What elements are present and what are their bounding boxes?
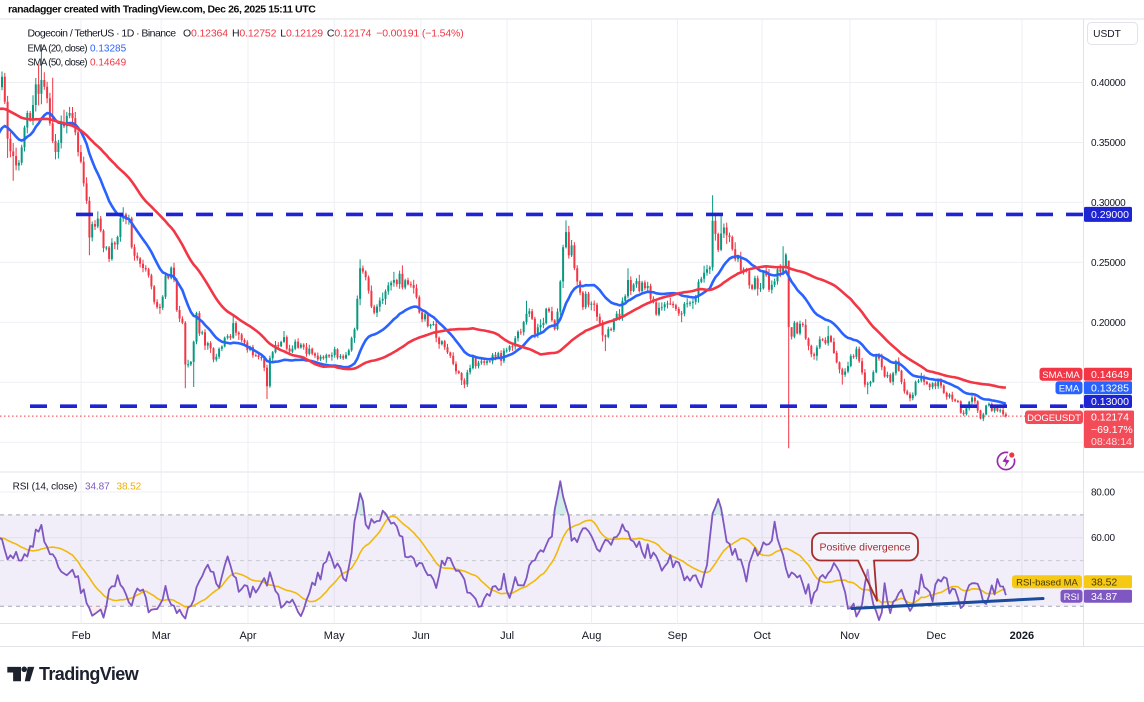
svg-text:38.52: 38.52 (1091, 576, 1117, 588)
svg-text:RSI: RSI (1064, 592, 1080, 603)
svg-text:Positive divergence: Positive divergence (819, 542, 910, 554)
svg-text:TradingView: TradingView (39, 664, 140, 684)
svg-text:−69.17%: −69.17% (1091, 424, 1133, 436)
svg-text:Jun: Jun (412, 630, 430, 642)
svg-text:80.00: 80.00 (1091, 488, 1115, 499)
svg-text:0.29000: 0.29000 (1091, 209, 1129, 221)
svg-text:Dec: Dec (926, 630, 946, 642)
svg-text:0.35000: 0.35000 (1091, 138, 1126, 149)
svg-text:0.12174: 0.12174 (1091, 412, 1129, 424)
svg-text:08:48:14: 08:48:14 (1091, 436, 1132, 448)
svg-text:0.30000: 0.30000 (1091, 198, 1126, 209)
svg-text:60.00: 60.00 (1091, 533, 1115, 544)
svg-text:0.25000: 0.25000 (1091, 258, 1126, 269)
svg-text:Nov: Nov (840, 630, 860, 642)
svg-text:Sep: Sep (668, 630, 688, 642)
svg-text:SMA (50, close)0.14649: SMA (50, close) 0.14649 (28, 58, 127, 69)
svg-text:0.14649: 0.14649 (1091, 369, 1129, 381)
svg-text:Apr: Apr (239, 630, 256, 642)
svg-text:EMA (20, close)0.13285: EMA (20, close) 0.13285 (28, 44, 127, 55)
svg-text:0.13285: 0.13285 (1091, 383, 1129, 395)
svg-text:ranadagger created with Tradin: ranadagger created with TradingView.com,… (8, 4, 316, 16)
svg-text:RSI-based MA: RSI-based MA (1016, 577, 1078, 588)
svg-text:DOGEUSDT: DOGEUSDT (1027, 413, 1081, 424)
svg-text:May: May (324, 630, 345, 642)
svg-text:Dogecoin / TetherUS · 1D · Bin: Dogecoin / TetherUS · 1D · Binance (28, 28, 177, 40)
svg-text:Feb: Feb (72, 630, 91, 642)
svg-text:0.40000: 0.40000 (1091, 78, 1126, 89)
svg-text:2026: 2026 (1010, 630, 1034, 642)
svg-text:0.20000: 0.20000 (1091, 318, 1126, 329)
svg-text:Aug: Aug (582, 630, 602, 642)
svg-text:EMA: EMA (1059, 383, 1080, 394)
svg-text:USDT: USDT (1093, 29, 1121, 40)
svg-text:Oct: Oct (754, 630, 771, 642)
svg-text:Mar: Mar (152, 630, 171, 642)
svg-text:34.87: 34.87 (1091, 591, 1117, 603)
svg-text:0.13000: 0.13000 (1091, 396, 1129, 408)
svg-text:Jul: Jul (500, 630, 514, 642)
svg-text:SMA:MA: SMA:MA (1042, 370, 1080, 381)
